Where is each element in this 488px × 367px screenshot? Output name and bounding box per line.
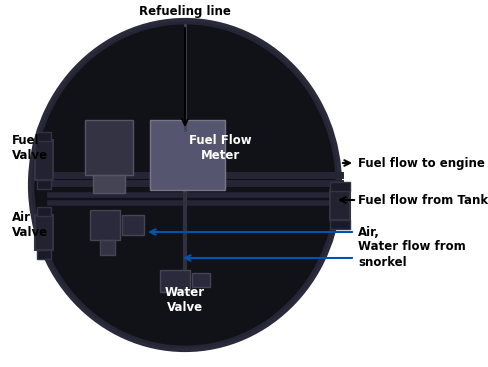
Text: Fuel flow from Tank B: Fuel flow from Tank B xyxy=(357,193,488,207)
Bar xyxy=(192,273,209,287)
Bar xyxy=(150,120,224,190)
Bar xyxy=(160,270,190,292)
Bar xyxy=(329,190,349,220)
Bar xyxy=(85,120,133,175)
Text: Water
Valve: Water Valve xyxy=(164,286,204,314)
Bar xyxy=(93,175,125,193)
Ellipse shape xyxy=(30,20,339,350)
Bar xyxy=(35,140,53,180)
Text: Fuel Flow
Meter: Fuel Flow Meter xyxy=(188,134,251,162)
Bar xyxy=(35,215,53,250)
Bar xyxy=(329,220,349,229)
Bar xyxy=(90,210,120,240)
Bar xyxy=(37,132,51,141)
Bar xyxy=(100,240,115,255)
Text: Fuel
Valve: Fuel Valve xyxy=(12,134,48,162)
Bar xyxy=(37,250,51,259)
Bar xyxy=(329,182,349,191)
Text: Refueling line: Refueling line xyxy=(139,5,230,18)
Text: Air,
Water flow from
snorkel: Air, Water flow from snorkel xyxy=(357,225,465,269)
Bar xyxy=(37,207,51,216)
Bar xyxy=(122,215,143,235)
Text: Fuel flow to engine: Fuel flow to engine xyxy=(357,156,484,170)
Text: Air
Valve: Air Valve xyxy=(12,211,48,239)
Bar xyxy=(37,180,51,189)
